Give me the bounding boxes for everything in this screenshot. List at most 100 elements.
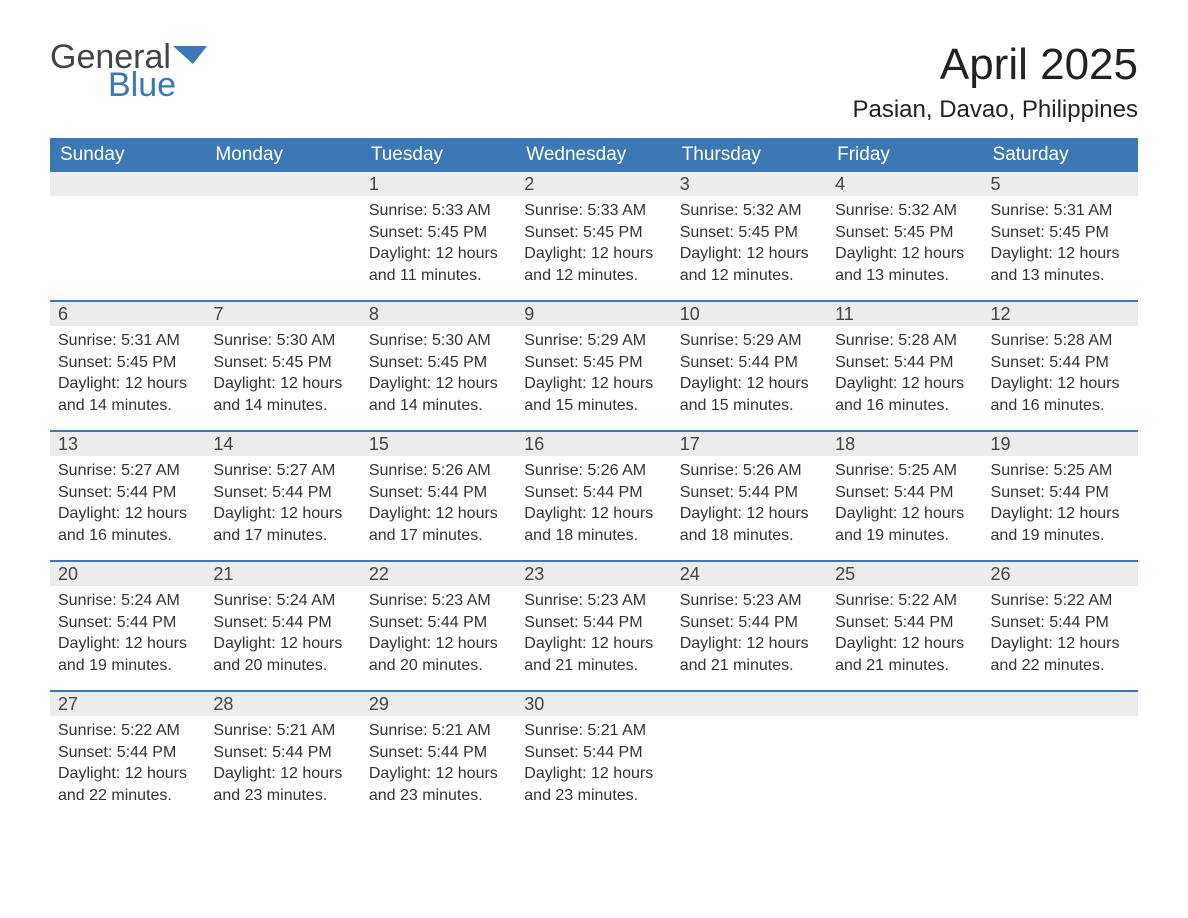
day-body: Sunrise: 5:32 AMSunset: 5:45 PMDaylight:…	[672, 196, 827, 294]
day-cell: 24Sunrise: 5:23 AMSunset: 5:44 PMDayligh…	[672, 562, 827, 690]
day-header-row: SundayMondayTuesdayWednesdayThursdayFrid…	[50, 138, 1138, 172]
sunset-line: Sunset: 5:45 PM	[213, 352, 352, 374]
day-cell	[50, 172, 205, 300]
sunrise-line: Sunrise: 5:21 AM	[369, 720, 508, 742]
day-body: Sunrise: 5:26 AMSunset: 5:44 PMDaylight:…	[516, 456, 671, 554]
week-row: 6Sunrise: 5:31 AMSunset: 5:45 PMDaylight…	[50, 300, 1138, 430]
day-number: 30	[516, 694, 544, 715]
daynum-row: 16	[516, 432, 671, 456]
day-number: 21	[205, 564, 233, 585]
day-body: Sunrise: 5:25 AMSunset: 5:44 PMDaylight:…	[983, 456, 1138, 554]
daylight-line: Daylight: 12 hours and 19 minutes.	[835, 503, 974, 546]
sunset-line: Sunset: 5:44 PM	[835, 482, 974, 504]
month-title: April 2025	[852, 40, 1138, 90]
day-number: 14	[205, 434, 233, 455]
sunrise-line: Sunrise: 5:31 AM	[991, 200, 1130, 222]
daynum-row: 2	[516, 172, 671, 196]
daylight-line: Daylight: 12 hours and 14 minutes.	[58, 373, 197, 416]
daynum-row: 21	[205, 562, 360, 586]
week-row: 13Sunrise: 5:27 AMSunset: 5:44 PMDayligh…	[50, 430, 1138, 560]
sunrise-line: Sunrise: 5:22 AM	[991, 590, 1130, 612]
sunrise-line: Sunrise: 5:23 AM	[680, 590, 819, 612]
sunrise-line: Sunrise: 5:22 AM	[58, 720, 197, 742]
week-row: 27Sunrise: 5:22 AMSunset: 5:44 PMDayligh…	[50, 690, 1138, 820]
day-cell: 14Sunrise: 5:27 AMSunset: 5:44 PMDayligh…	[205, 432, 360, 560]
day-cell: 23Sunrise: 5:23 AMSunset: 5:44 PMDayligh…	[516, 562, 671, 690]
daylight-line: Daylight: 12 hours and 17 minutes.	[213, 503, 352, 546]
day-cell: 5Sunrise: 5:31 AMSunset: 5:45 PMDaylight…	[983, 172, 1138, 300]
daynum-row: 15	[361, 432, 516, 456]
day-body: Sunrise: 5:22 AMSunset: 5:44 PMDaylight:…	[50, 716, 205, 814]
sunset-line: Sunset: 5:44 PM	[369, 742, 508, 764]
day-cell: 17Sunrise: 5:26 AMSunset: 5:44 PMDayligh…	[672, 432, 827, 560]
sunrise-line: Sunrise: 5:24 AM	[213, 590, 352, 612]
daynum-row: 25	[827, 562, 982, 586]
sunset-line: Sunset: 5:44 PM	[369, 612, 508, 634]
sunset-line: Sunset: 5:44 PM	[213, 612, 352, 634]
day-number: 9	[516, 304, 534, 325]
daylight-line: Daylight: 12 hours and 14 minutes.	[369, 373, 508, 416]
day-body	[50, 196, 205, 208]
day-number: 19	[983, 434, 1011, 455]
day-body: Sunrise: 5:26 AMSunset: 5:44 PMDaylight:…	[361, 456, 516, 554]
daylight-line: Daylight: 12 hours and 23 minutes.	[213, 763, 352, 806]
sunset-line: Sunset: 5:44 PM	[58, 612, 197, 634]
day-number: 16	[516, 434, 544, 455]
day-cell: 1Sunrise: 5:33 AMSunset: 5:45 PMDaylight…	[361, 172, 516, 300]
sunrise-line: Sunrise: 5:26 AM	[680, 460, 819, 482]
day-number: 6	[50, 304, 68, 325]
day-number: 18	[827, 434, 855, 455]
day-number: 15	[361, 434, 389, 455]
daynum-row: 23	[516, 562, 671, 586]
sunrise-line: Sunrise: 5:28 AM	[835, 330, 974, 352]
day-body: Sunrise: 5:31 AMSunset: 5:45 PMDaylight:…	[50, 326, 205, 424]
daynum-row	[50, 172, 205, 196]
day-header: Saturday	[983, 138, 1138, 172]
day-number: 10	[672, 304, 700, 325]
daynum-row: 5	[983, 172, 1138, 196]
daylight-line: Daylight: 12 hours and 19 minutes.	[58, 633, 197, 676]
daynum-row: 11	[827, 302, 982, 326]
daynum-row: 24	[672, 562, 827, 586]
sunset-line: Sunset: 5:44 PM	[524, 742, 663, 764]
sunrise-line: Sunrise: 5:22 AM	[835, 590, 974, 612]
daylight-line: Daylight: 12 hours and 21 minutes.	[524, 633, 663, 676]
sunset-line: Sunset: 5:45 PM	[991, 222, 1130, 244]
day-body: Sunrise: 5:31 AMSunset: 5:45 PMDaylight:…	[983, 196, 1138, 294]
sunrise-line: Sunrise: 5:32 AM	[835, 200, 974, 222]
weeks-container: 1Sunrise: 5:33 AMSunset: 5:45 PMDaylight…	[50, 172, 1138, 820]
sunset-line: Sunset: 5:44 PM	[680, 482, 819, 504]
sunrise-line: Sunrise: 5:23 AM	[369, 590, 508, 612]
sunset-line: Sunset: 5:44 PM	[680, 612, 819, 634]
daynum-row: 8	[361, 302, 516, 326]
daylight-line: Daylight: 12 hours and 12 minutes.	[680, 243, 819, 286]
day-body: Sunrise: 5:29 AMSunset: 5:44 PMDaylight:…	[672, 326, 827, 424]
day-body	[983, 716, 1138, 728]
day-body: Sunrise: 5:28 AMSunset: 5:44 PMDaylight:…	[827, 326, 982, 424]
day-body: Sunrise: 5:21 AMSunset: 5:44 PMDaylight:…	[361, 716, 516, 814]
daynum-row	[983, 692, 1138, 716]
day-number: 3	[672, 174, 690, 195]
location-label: Pasian, Davao, Philippines	[852, 96, 1138, 124]
daylight-line: Daylight: 12 hours and 13 minutes.	[991, 243, 1130, 286]
daynum-row: 6	[50, 302, 205, 326]
day-body: Sunrise: 5:29 AMSunset: 5:45 PMDaylight:…	[516, 326, 671, 424]
day-cell: 25Sunrise: 5:22 AMSunset: 5:44 PMDayligh…	[827, 562, 982, 690]
day-cell: 29Sunrise: 5:21 AMSunset: 5:44 PMDayligh…	[361, 692, 516, 820]
daynum-row	[672, 692, 827, 716]
day-header: Friday	[827, 138, 982, 172]
day-body: Sunrise: 5:27 AMSunset: 5:44 PMDaylight:…	[205, 456, 360, 554]
day-body: Sunrise: 5:25 AMSunset: 5:44 PMDaylight:…	[827, 456, 982, 554]
daynum-row: 7	[205, 302, 360, 326]
daynum-row: 12	[983, 302, 1138, 326]
sunset-line: Sunset: 5:44 PM	[213, 742, 352, 764]
daylight-line: Daylight: 12 hours and 16 minutes.	[835, 373, 974, 416]
page-header: General Blue April 2025 Pasian, Davao, P…	[50, 40, 1138, 124]
daylight-line: Daylight: 12 hours and 13 minutes.	[835, 243, 974, 286]
day-body	[205, 196, 360, 208]
day-number: 5	[983, 174, 1001, 195]
day-cell: 12Sunrise: 5:28 AMSunset: 5:44 PMDayligh…	[983, 302, 1138, 430]
sunrise-line: Sunrise: 5:28 AM	[991, 330, 1130, 352]
daynum-row	[827, 692, 982, 716]
day-number: 7	[205, 304, 223, 325]
